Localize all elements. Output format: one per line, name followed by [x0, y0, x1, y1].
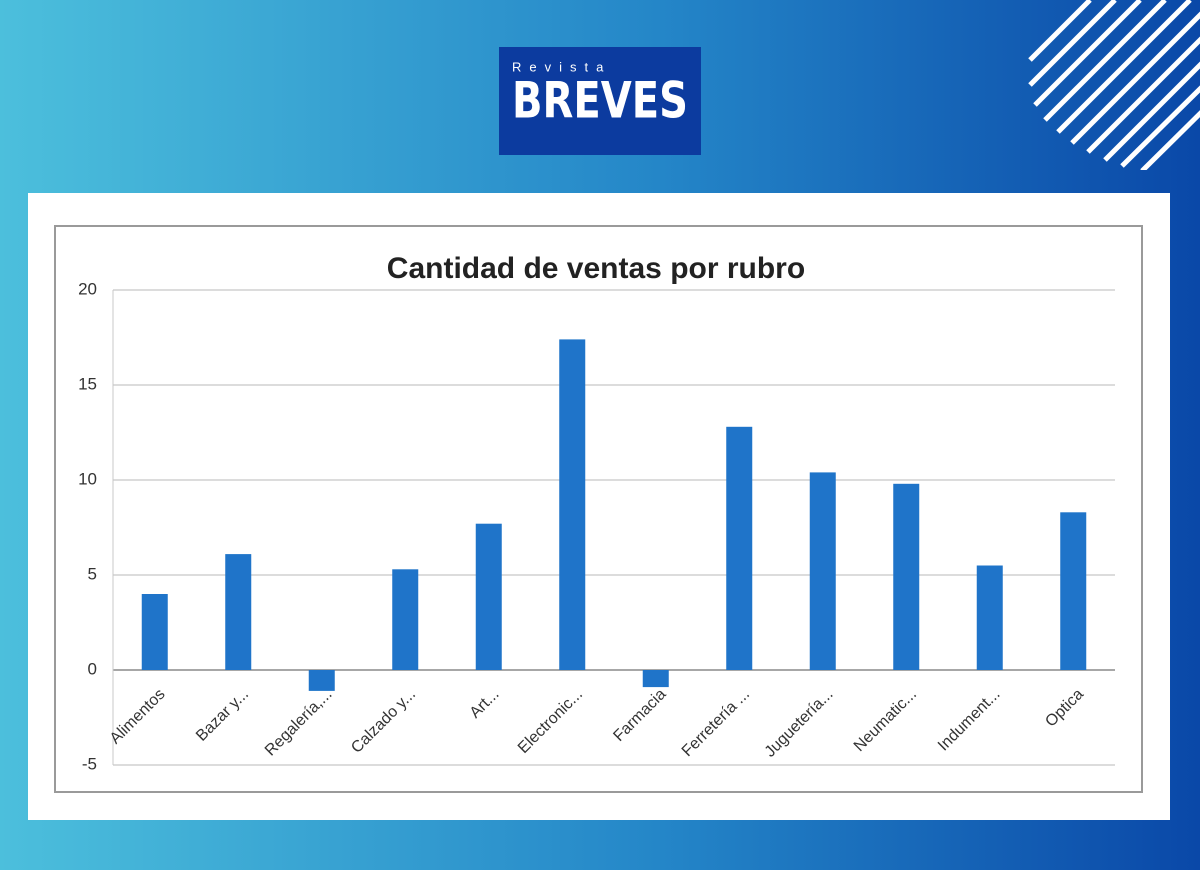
logo-box [499, 47, 701, 155]
bar [1060, 512, 1087, 670]
bar [141, 594, 168, 670]
bar [809, 472, 836, 670]
bar [559, 339, 586, 670]
bar [726, 426, 753, 670]
bar [225, 554, 252, 670]
panel [28, 193, 1170, 820]
bar [642, 670, 669, 688]
bar [976, 565, 1003, 670]
bar [475, 523, 502, 670]
y-tick-label: 20 [78, 279, 97, 298]
logo-kicker: Revista [512, 59, 611, 74]
chart-title: Cantidad de ventas por rubro [387, 252, 805, 285]
logo-name: BREVES [512, 72, 688, 130]
bar [893, 483, 920, 670]
chart-frame [54, 225, 1143, 793]
y-tick-label: -5 [82, 754, 97, 773]
y-tick-label: 10 [78, 469, 97, 488]
bar [392, 569, 419, 670]
y-tick-label: 0 [88, 659, 97, 678]
bar [308, 670, 335, 691]
stripes [1028, 0, 1200, 170]
y-tick-label: 5 [88, 564, 97, 583]
y-tick-label: 15 [78, 374, 97, 393]
